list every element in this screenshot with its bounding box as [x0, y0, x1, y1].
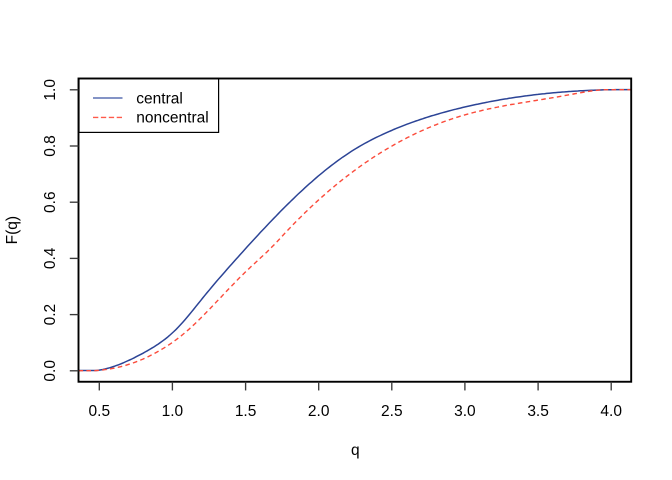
svg-text:2.0: 2.0	[308, 403, 330, 420]
svg-text:0.4: 0.4	[42, 247, 59, 269]
svg-text:1.0: 1.0	[42, 79, 59, 101]
svg-text:3.5: 3.5	[527, 403, 549, 420]
svg-text:0.5: 0.5	[89, 403, 111, 420]
svg-text:2.5: 2.5	[381, 403, 403, 420]
svg-text:F(q): F(q)	[4, 216, 21, 244]
svg-text:0.0: 0.0	[42, 360, 59, 382]
svg-text:central: central	[136, 90, 183, 107]
svg-text:3.0: 3.0	[454, 403, 476, 420]
svg-text:q: q	[351, 442, 360, 459]
svg-text:1.5: 1.5	[235, 403, 257, 420]
svg-text:4.0: 4.0	[600, 403, 622, 420]
svg-text:0.2: 0.2	[42, 304, 59, 326]
svg-text:1.0: 1.0	[162, 403, 184, 420]
svg-text:0.6: 0.6	[42, 191, 59, 213]
svg-text:0.8: 0.8	[42, 135, 59, 157]
svg-text:noncentral: noncentral	[136, 110, 208, 127]
